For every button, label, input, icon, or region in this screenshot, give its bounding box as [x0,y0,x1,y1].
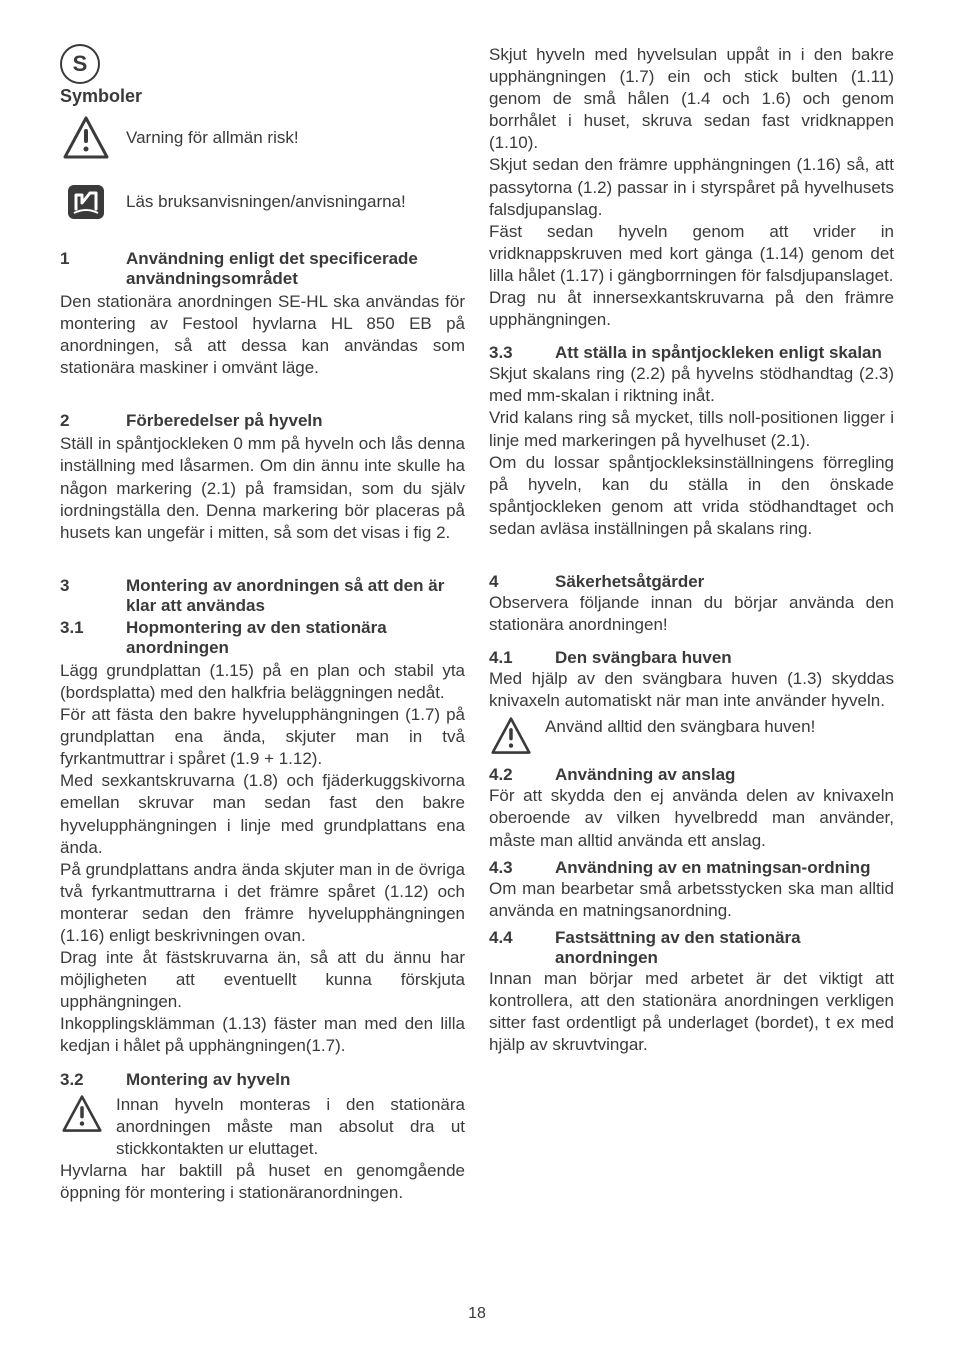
sub-42-num: 4.2 [489,765,555,785]
sub-42-title: Användning av anslag [555,765,735,785]
section-1-body: Den stationära anordningen SE-HL ska anv… [60,291,465,379]
sub-43-title: Användning av en matningsan-ordning [555,858,870,878]
sub-33-p2: Vrid kalans ring så mycket, tills noll-p… [489,407,894,451]
sub-44-num: 4.4 [489,928,555,968]
section-4-body: Observera följande innan du börjar använ… [489,592,894,636]
sub-44-p1: Innan man börjar med arbetet är det vikt… [489,968,894,1056]
section-1-title: Användning enligt det specificerade anvä… [126,249,465,289]
sub-32-num: 3.2 [60,1070,126,1090]
manual-label: Läs bruksanvisningen/anvisningarna! [126,192,406,212]
section-3-title: Montering av anordningen så att den är k… [126,576,465,616]
language-badge: S [60,44,100,84]
warning-label: Varning för allmän risk! [126,128,299,148]
section-4-title: Säkerhetsåtgärder [555,572,704,592]
manual-icon [60,177,112,227]
right-p1: Skjut hyveln med hyvelsulan uppåt in i d… [489,44,894,154]
sub-43-p1: Om man bearbetar små arbetsstycken ska m… [489,878,894,922]
section-2-num: 2 [60,411,126,431]
sub-31-p5: Drag inte åt fästskruvarna än, så att du… [60,947,465,1013]
sub-33-p1: Skjut skalans ring (2.2) på hyvelns stöd… [489,363,894,407]
sub-41-num: 4.1 [489,648,555,668]
warning-icon [60,1094,106,1139]
sub-33-title: Att ställa in spåntjockleken enligt skal… [555,343,882,363]
sub-44-title: Fastsättning av den stationära anordning… [555,928,894,968]
sub-31-title: Hopmontering av den stationära anordning… [126,618,465,658]
manual-row: Läs bruksanvisningen/anvisningarna! [60,177,465,227]
sub-31-p1: Lägg grundplattan (1.15) på en plan och … [60,660,465,704]
sub-42-p1: För att skydda den ej använda delen av k… [489,785,894,851]
sub-43-num: 4.3 [489,858,555,878]
sub-41-title: Den svängbara huven [555,648,732,668]
sub-41-p1: Med hjälp av den svängbara huven (1.3) s… [489,668,894,712]
sub-31-p3: Med sexkantskruvarna (1.8) och fjäderkug… [60,770,465,858]
sub-31-p2: För att fästa den bakre hyvelupphängning… [60,704,465,770]
sub-31-p4: På grundplattans andra ända skjuter man … [60,859,465,947]
warning-row: Varning för allmän risk! [60,113,465,163]
sub-31-num: 3.1 [60,618,126,658]
section-1-num: 1 [60,249,126,289]
page-number: 18 [0,1305,954,1323]
section-2-title: Förberedelser på hyveln [126,411,323,431]
right-p3: Fäst sedan hyveln genom att vrider in vr… [489,221,894,287]
sub-32-title: Montering av hyveln [126,1070,290,1090]
right-p2: Skjut sedan den främre upphängningen (1.… [489,154,894,220]
section-4-num: 4 [489,572,555,592]
sub-31-p6: Inkopplingsklämman (1.13) fäster man med… [60,1013,465,1057]
right-p4: Drag nu åt innersexkantskruvarna på den … [489,287,894,331]
section-3-num: 3 [60,576,126,616]
warning-icon [489,716,535,761]
section-2-body: Ställ in spåntjockleken 0 mm på hyveln o… [60,433,465,543]
sub-32-p2: Hyvlarna har baktill på huset en genomgå… [60,1160,465,1204]
sub-33-num: 3.3 [489,343,555,363]
sub-32-p1: Innan hyveln monteras i den stationära a… [116,1094,465,1160]
sub-41-p2: Använd alltid den svängbara huven! [545,716,894,738]
sub-33-p3: Om du lossar spåntjockleksinställningens… [489,452,894,540]
symbols-heading: Symboler [60,86,465,107]
warning-icon [60,113,112,163]
